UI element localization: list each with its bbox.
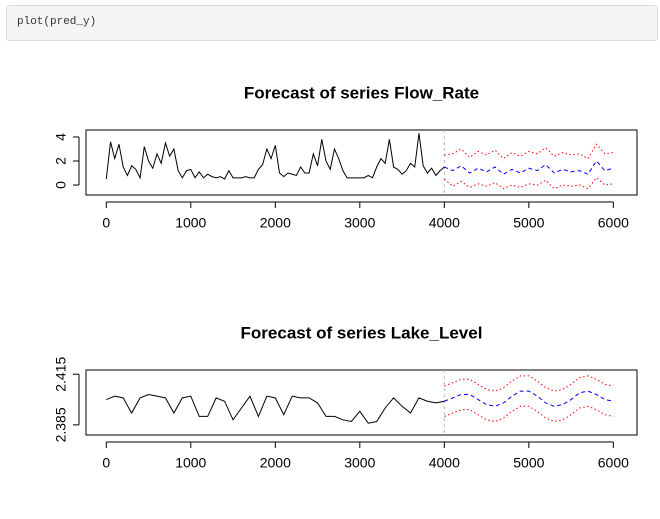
- x-tick-label: 1000: [175, 215, 206, 231]
- y-tick-label: 2.415: [53, 356, 69, 391]
- chart-title: Forecast of series Flow_Rate: [244, 83, 479, 102]
- series-line: [444, 390, 614, 407]
- series-line: [444, 143, 614, 160]
- series-line: [444, 375, 614, 392]
- plot-box: [85, 129, 638, 196]
- x-tick-label: 0: [102, 455, 110, 471]
- x-tick-label: 0: [102, 215, 110, 231]
- y-tick-label: 2.385: [53, 407, 69, 442]
- x-tick-label: 3000: [344, 455, 375, 471]
- x-tick-label: 6000: [598, 215, 629, 231]
- x-tick-label: 6000: [598, 455, 629, 471]
- code-cell: plot(pred_y): [6, 5, 658, 41]
- y-tick-label: 4: [53, 133, 69, 141]
- x-tick-label: 1000: [175, 455, 206, 471]
- x-tick-label: 4000: [429, 455, 460, 471]
- y-tick-label: 2: [53, 157, 69, 165]
- x-tick-label: 5000: [513, 455, 544, 471]
- plot-box: [85, 369, 638, 436]
- x-tick-label: 2000: [260, 215, 291, 231]
- series-line: [105, 133, 445, 180]
- x-tick-label: 4000: [429, 215, 460, 231]
- x-tick-label: 5000: [513, 215, 544, 231]
- chart-title: Forecast of series Lake_Level: [241, 323, 483, 342]
- series-line: [444, 160, 614, 175]
- series-line: [443, 177, 614, 190]
- code: plot(pred_y): [17, 16, 97, 28]
- series-line: [444, 405, 614, 423]
- x-tick-label: 3000: [344, 215, 375, 231]
- x-tick-label: 2000: [260, 455, 291, 471]
- series-line: [106, 393, 445, 424]
- y-tick-label: 0: [53, 181, 69, 189]
